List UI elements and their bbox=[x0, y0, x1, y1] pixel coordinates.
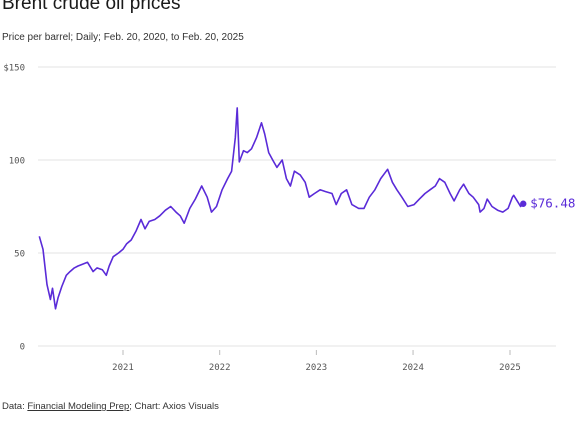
y-axis-tick-labels: 0 50 100 $150 bbox=[3, 64, 25, 353]
x-tick-label: 2022 bbox=[209, 363, 231, 373]
source-link[interactable]: Financial Modeling Prep bbox=[27, 401, 130, 412]
y-tick-label: $150 bbox=[3, 64, 25, 74]
x-tick-label: 2024 bbox=[402, 363, 424, 373]
chart-subtitle: Price per barrel; Daily; Feb. 20, 2020, … bbox=[2, 32, 244, 43]
footer-suffix: ; Chart: Axios Visuals bbox=[129, 401, 219, 412]
chart-title: Brent crude oil prices bbox=[2, 0, 181, 14]
x-tick-label: 2021 bbox=[112, 363, 134, 373]
x-tick-label: 2025 bbox=[499, 363, 521, 373]
footer-credit: Data: Financial Modeling Prep; Chart: Ax… bbox=[2, 401, 219, 412]
y-tick-label: 100 bbox=[9, 157, 25, 167]
x-tick-label: 2023 bbox=[306, 363, 328, 373]
y-tick-label: 50 bbox=[14, 250, 25, 260]
grid-lines bbox=[38, 66, 556, 347]
x-axis-tick-labels: 2021 2022 2023 2024 2025 bbox=[112, 350, 521, 373]
end-value-label: $76.48 bbox=[530, 196, 575, 211]
end-point-marker bbox=[520, 200, 527, 207]
footer-prefix: Data: bbox=[2, 401, 28, 412]
series-line bbox=[38, 107, 524, 310]
y-tick-label: 0 bbox=[20, 343, 25, 353]
